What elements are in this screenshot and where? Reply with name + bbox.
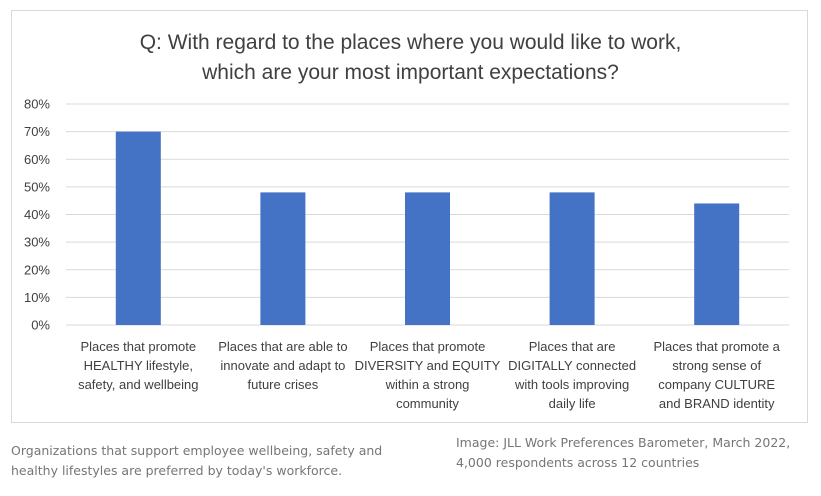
caption-left-line-1: Organizations that support employee well… — [11, 443, 383, 458]
x-category-label-line: HEALTHY lifestyle, — [83, 358, 193, 373]
x-category-label: Places that promote a strong sense of comp… — [642, 337, 792, 413]
x-category-label-line: and BRAND identity — [658, 396, 775, 411]
caption-left-line-2: healthy lifestyles are preferred by toda… — [11, 463, 343, 478]
bar — [260, 192, 306, 325]
y-tick-label: 80% — [24, 97, 50, 112]
caption-right-line-2: 4,000 respondents across 12 countries — [456, 455, 700, 470]
chart-title-line-1: Q: With regard to the places where you w… — [139, 31, 682, 54]
x-category-label-line: community — [396, 396, 459, 411]
x-category-label-line: company CULTURE — [658, 377, 776, 392]
x-category-label-line: Places that promote a — [653, 339, 780, 354]
x-category-label-line: DIGITALLY connected — [508, 358, 637, 373]
caption-left: Organizations that support employee well… — [11, 441, 431, 481]
x-category-label-line: strong sense of — [672, 358, 762, 373]
x-category-label-line: Places that are able to — [218, 339, 348, 354]
bar — [405, 192, 450, 325]
y-tick-label: 0% — [31, 318, 50, 333]
bar — [694, 203, 740, 325]
x-category-label-line: safety, and wellbeing — [78, 377, 199, 392]
x-category-label: Places that promote HEALTHY lifestyle, saf… — [63, 337, 213, 394]
x-category-label-line: daily life — [548, 396, 596, 411]
bar — [549, 192, 595, 325]
y-tick-label: 70% — [24, 124, 50, 139]
bar — [115, 131, 161, 325]
y-tick-label: 40% — [24, 207, 50, 222]
x-category-label-line: future crises — [247, 377, 319, 392]
y-tick-label: 20% — [24, 262, 50, 277]
x-category-label-line: Places that promote — [80, 339, 197, 354]
x-category-label-line: with tools improving — [515, 377, 630, 392]
y-tick-label: 60% — [24, 152, 50, 167]
x-category-label-line: Places that promote — [369, 339, 486, 354]
x-category-label-line: innovate and adapt to — [220, 358, 346, 373]
caption-right-line-1: Image: JLL Work Preferences Barometer, M… — [456, 435, 791, 450]
x-category-label-line: DIVERSITY and EQUITY — [354, 358, 501, 373]
x-category-label: Places that are DIGITALLY connected with t… — [497, 337, 647, 413]
x-category-label-line: within a strong — [385, 377, 470, 392]
x-category-label: Places that are able to innovate and adap… — [208, 337, 358, 394]
chart-title-line-2: which are your most important expectatio… — [202, 61, 619, 84]
caption-right: Image: JLL Work Preferences Barometer, M… — [456, 433, 816, 473]
y-tick-label: 50% — [24, 179, 50, 194]
y-tick-label: 10% — [24, 290, 50, 305]
y-tick-label: 30% — [24, 235, 50, 250]
x-category-label-line: Places that are — [528, 339, 616, 354]
x-category-label: Places that promote DIVERSITY and EQUITY w… — [353, 337, 503, 413]
